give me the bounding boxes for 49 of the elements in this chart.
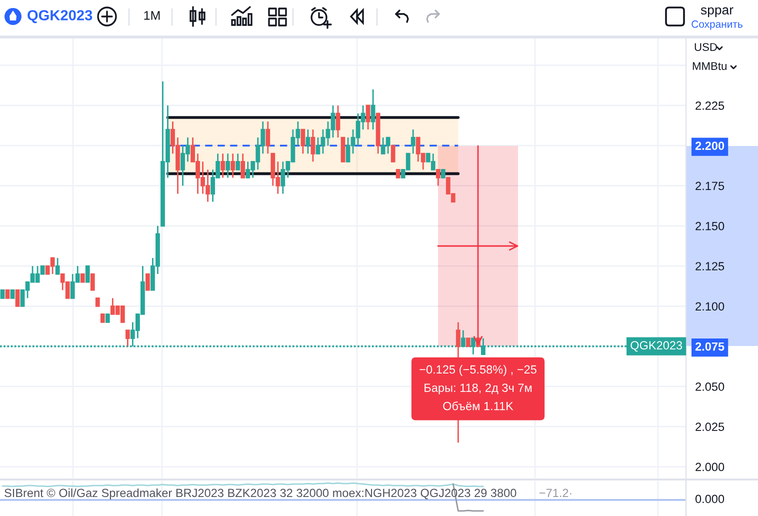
candlestick <box>0 289 5 299</box>
y-tick-label: 2.050 <box>696 382 724 391</box>
candlestick <box>460 330 466 348</box>
candlestick <box>240 152 246 178</box>
text: 1M <box>144 11 160 20</box>
ref-line-label: QGK2023 <box>630 341 682 352</box>
y-tick-label: 2.075 <box>695 342 724 351</box>
y-tick-label: 2.100 <box>696 302 724 311</box>
text: MMBtu <box>692 62 726 70</box>
candlestick <box>440 168 446 178</box>
candlestick <box>436 168 440 186</box>
candlestick <box>236 152 240 170</box>
y-tick-label: 2.000 <box>696 462 724 472</box>
candlestick <box>230 152 236 178</box>
text: sppar <box>700 7 734 18</box>
y-tick-label: 2.150 <box>696 222 724 230</box>
text: −71.2· <box>539 488 572 498</box>
candlestick <box>410 128 416 154</box>
candlestick <box>125 330 130 348</box>
candlestick <box>10 289 15 299</box>
candlestick <box>396 168 400 178</box>
y-tick-label: 2.125 <box>696 262 724 270</box>
y-tick-label: 2.200 <box>695 142 724 150</box>
candlestick <box>300 128 306 154</box>
candlestick <box>80 273 85 283</box>
y-tick-label: 2.225 <box>696 101 724 110</box>
candlestick <box>5 289 10 299</box>
chart-title: QGK2023 <box>28 10 92 24</box>
candlestick <box>266 120 270 154</box>
candlestick <box>340 136 346 162</box>
candlestick <box>100 314 105 323</box>
candlestick <box>90 273 95 291</box>
text: Сохранить <box>692 20 742 30</box>
candlestick <box>226 152 230 178</box>
candlestick <box>105 314 110 323</box>
text: USD <box>694 43 717 51</box>
candlestick <box>15 289 20 307</box>
candlestick <box>146 273 150 291</box>
y-tick-label: 2.175 <box>696 182 724 190</box>
candlestick <box>466 338 470 348</box>
candlestick <box>55 257 60 275</box>
candlestick <box>85 265 90 283</box>
candlestick <box>376 112 380 154</box>
ref-line-label: 0.000 <box>695 494 724 504</box>
y-tick-label: 2.025 <box>696 422 724 432</box>
candlestick <box>220 152 226 178</box>
candlestick <box>95 297 100 307</box>
candlestick <box>390 144 396 162</box>
annotation: −0.125 (−5.58%) , −25 Бары: 118, 2д 3ч 7м Объём 1.11K <box>420 365 536 410</box>
